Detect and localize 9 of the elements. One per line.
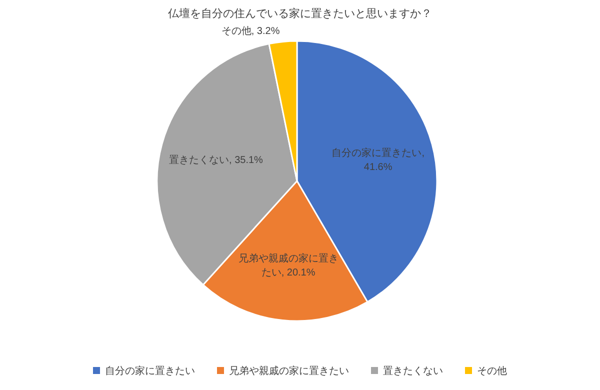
legend-label: その他 (477, 365, 507, 377)
data-label: 兄弟や親戚の家に置きたい, 20.1% (238, 252, 338, 279)
legend-label: 自分の家に置きたい (105, 365, 195, 377)
chart-title: 仏壇を自分の住んでいる家に置きたいと思いますか？ (167, 7, 432, 20)
legend-label: 兄弟や親戚の家に置きたい (229, 365, 349, 377)
data-label: 自分の家に置きたい, 41.6% (332, 147, 424, 174)
data-label: その他, 3.2% (221, 24, 280, 37)
data-label: 置きたくない, 35.1% (169, 154, 264, 166)
legend-label: 置きたくない (383, 365, 443, 377)
